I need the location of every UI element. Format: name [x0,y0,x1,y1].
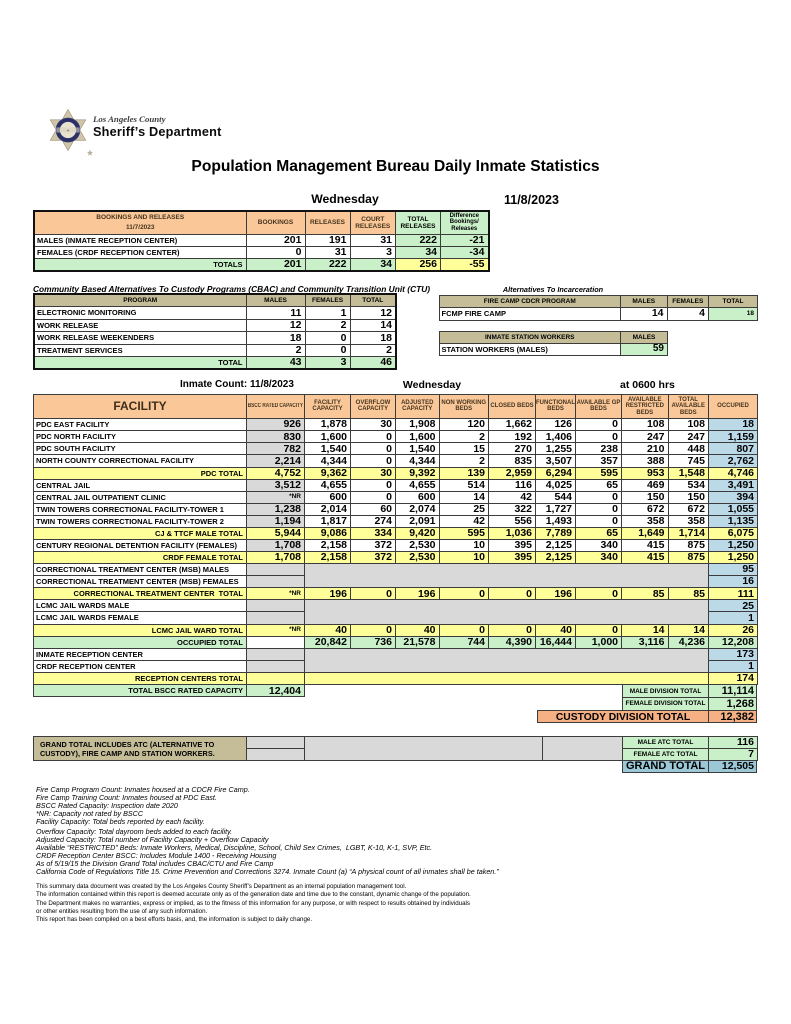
svg-text:Sheriff’s Department: Sheriff’s Department [93,125,222,139]
svg-text:✶: ✶ [66,128,69,133]
svg-text:Los Angeles County: Los Angeles County [92,114,166,124]
